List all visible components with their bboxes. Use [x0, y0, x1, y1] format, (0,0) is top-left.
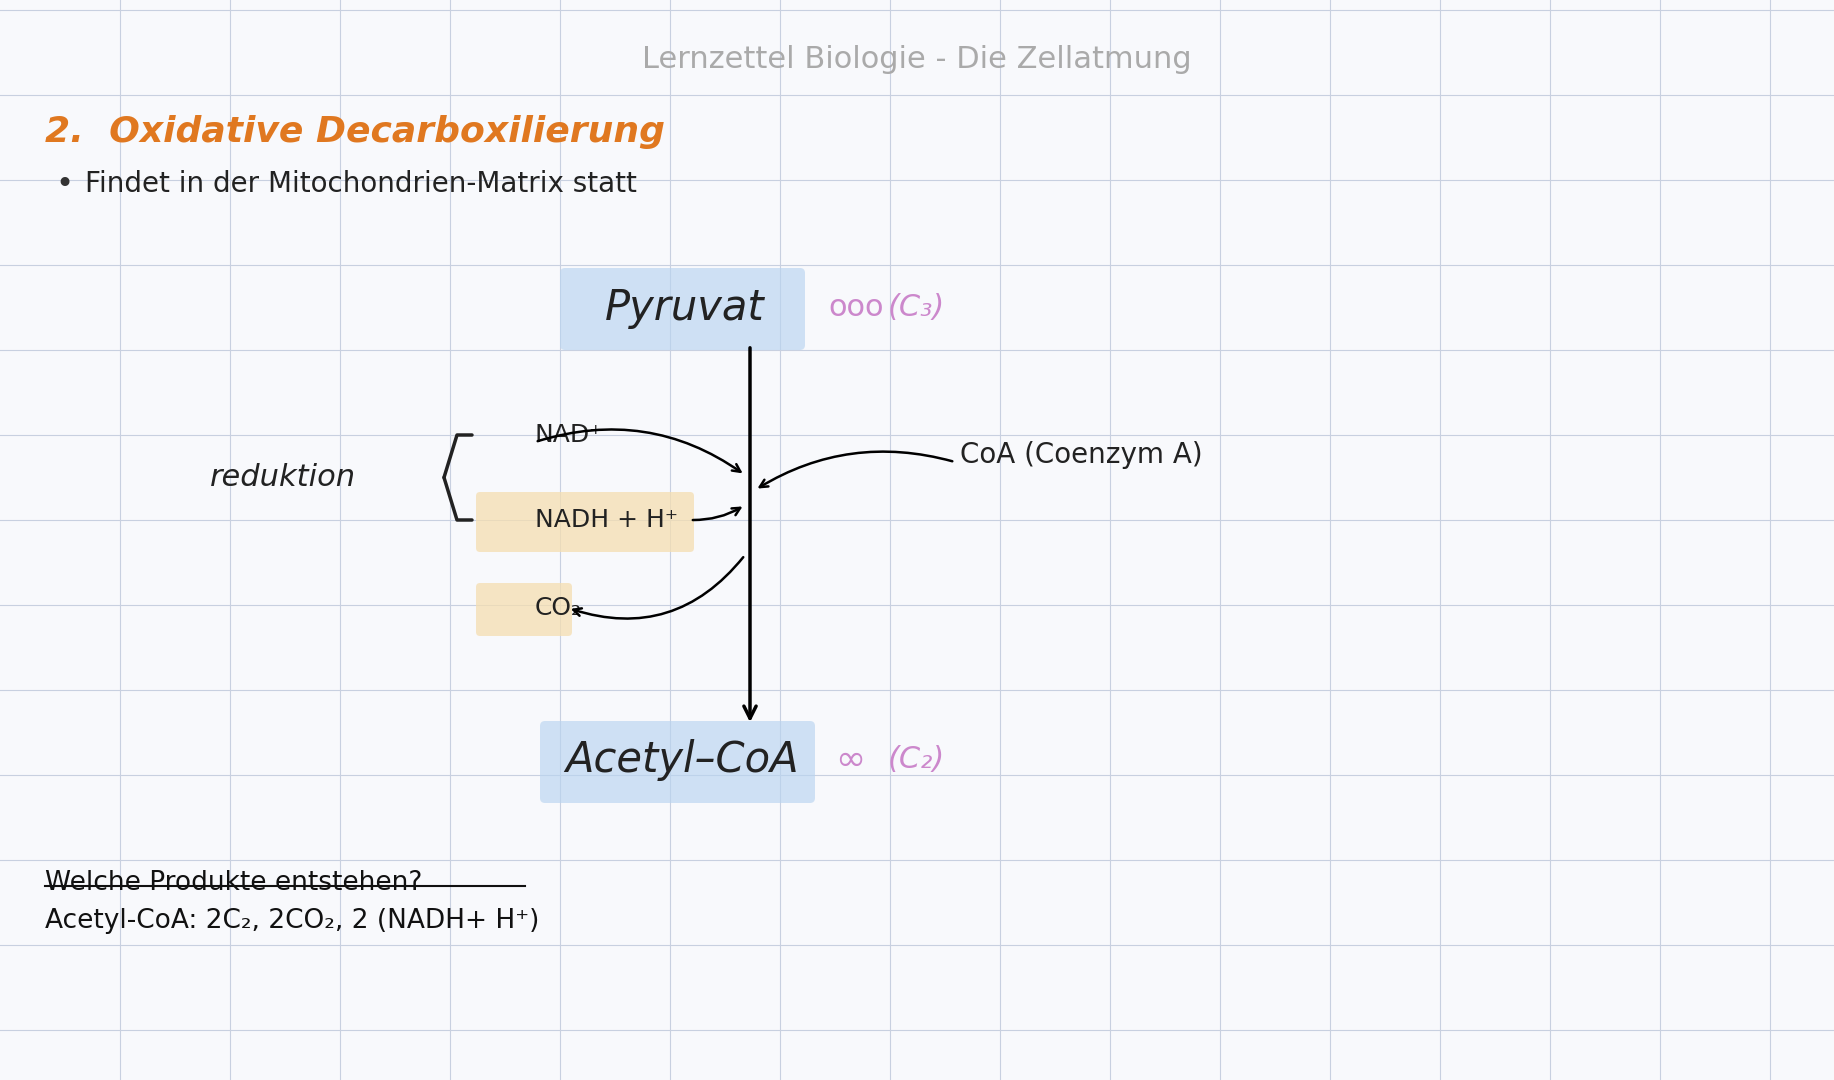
Text: Findet in der Mitochondrien-Matrix statt: Findet in der Mitochondrien-Matrix statt: [84, 170, 636, 198]
Text: NAD⁺: NAD⁺: [536, 423, 603, 447]
Text: (C₃): (C₃): [888, 294, 945, 323]
Text: CoA (Coenzym A): CoA (Coenzym A): [959, 441, 1203, 469]
Text: Lernzettel Biologie - Die Zellatmung: Lernzettel Biologie - Die Zellatmung: [642, 45, 1192, 75]
Text: NADH + H⁺: NADH + H⁺: [536, 508, 679, 532]
Text: Welche Produkte entstehen?: Welche Produkte entstehen?: [46, 870, 422, 896]
FancyBboxPatch shape: [477, 492, 693, 552]
FancyBboxPatch shape: [477, 583, 572, 636]
Text: (C₂): (C₂): [888, 745, 945, 774]
FancyBboxPatch shape: [539, 721, 814, 804]
FancyBboxPatch shape: [559, 268, 805, 350]
Text: Acetyl-CoA: 2C₂, 2CO₂, 2 (NADH+ H⁺): Acetyl-CoA: 2C₂, 2CO₂, 2 (NADH+ H⁺): [46, 908, 539, 934]
Text: ooo: ooo: [827, 294, 884, 323]
Text: reduktion: reduktion: [211, 462, 356, 491]
Text: CO₂: CO₂: [536, 596, 581, 620]
Text: •: •: [55, 170, 73, 199]
Text: ∞: ∞: [834, 743, 866, 777]
Text: Acetyl–CoA: Acetyl–CoA: [565, 739, 800, 781]
Text: Pyruvat: Pyruvat: [605, 287, 765, 329]
Text: 2.  Oxidative Decarboxilierung: 2. Oxidative Decarboxilierung: [46, 114, 666, 149]
